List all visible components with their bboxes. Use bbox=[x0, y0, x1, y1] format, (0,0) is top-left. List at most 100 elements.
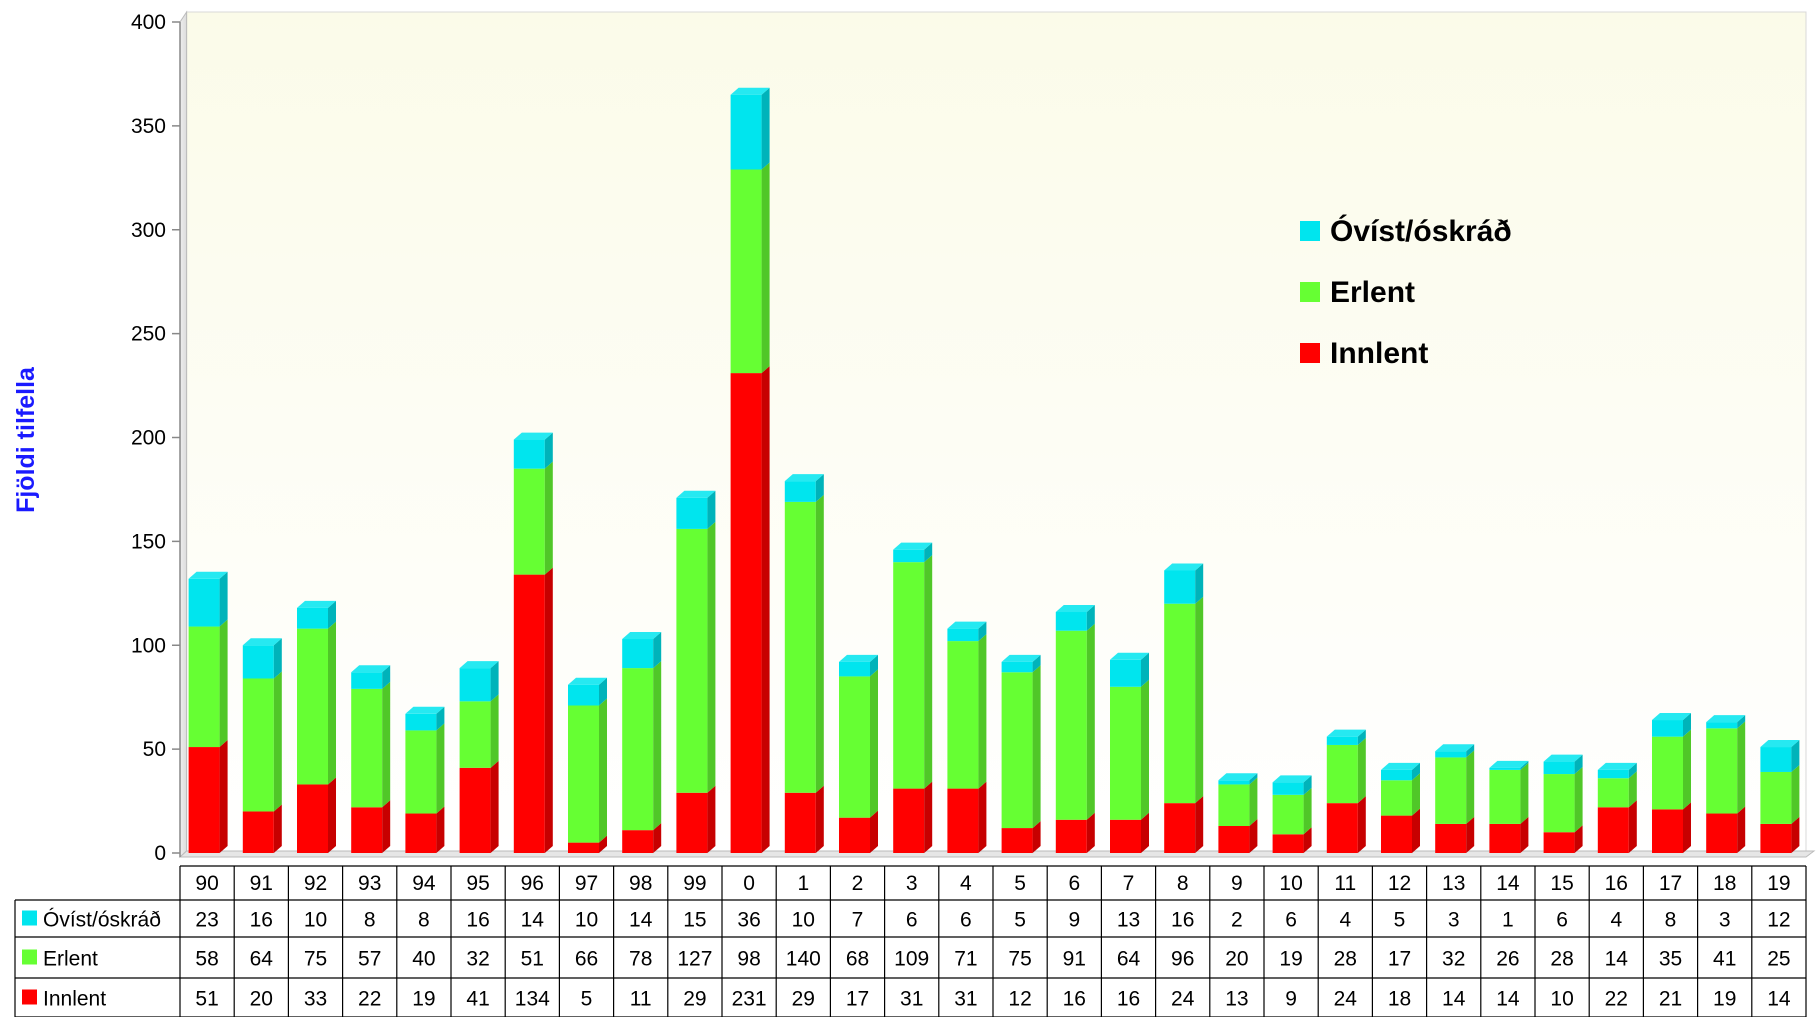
bar-segment bbox=[1597, 778, 1629, 808]
bar-segment-side bbox=[436, 806, 445, 853]
bar-top-face bbox=[568, 677, 607, 685]
y-tick-label: 300 bbox=[131, 219, 166, 242]
bar-segment-side bbox=[1032, 654, 1041, 673]
bar-segment bbox=[784, 792, 816, 853]
bar-segment bbox=[947, 628, 979, 642]
table-value-cell: 12 bbox=[1008, 988, 1031, 1011]
bar-segment bbox=[1652, 809, 1683, 853]
bar-segment bbox=[947, 641, 979, 789]
bar-segment-side bbox=[1520, 762, 1529, 824]
table-header-cell: 94 bbox=[412, 872, 436, 895]
bar-segment bbox=[351, 672, 383, 689]
bar-top-face bbox=[1435, 744, 1475, 752]
bar-segment bbox=[188, 626, 220, 748]
table-value-cell: 13 bbox=[1117, 909, 1140, 932]
bar-segment bbox=[513, 439, 545, 469]
bar-top-face bbox=[1543, 754, 1583, 762]
bar-segment bbox=[1001, 672, 1033, 829]
bar-top-face bbox=[1489, 760, 1529, 768]
bar-segment-side bbox=[1249, 818, 1258, 853]
bar-top-face bbox=[1001, 654, 1041, 662]
table-value-cell: 22 bbox=[358, 988, 381, 1011]
table-header-cell: 18 bbox=[1713, 872, 1736, 895]
bar-segment-side bbox=[1791, 740, 1800, 772]
table-header-cell: 97 bbox=[575, 872, 598, 895]
table-value-cell: 18 bbox=[1388, 988, 1411, 1011]
bar-segment bbox=[459, 701, 491, 768]
y-tick-label: 150 bbox=[131, 530, 166, 553]
table-header-cell: 17 bbox=[1659, 872, 1682, 895]
bar-segment bbox=[1164, 570, 1196, 604]
table-row-swatch bbox=[22, 949, 37, 965]
table-value-cell: 4 bbox=[1610, 909, 1622, 932]
bar-segment bbox=[1381, 815, 1412, 853]
plot-area bbox=[178, 10, 1816, 859]
bar-top-face bbox=[1597, 762, 1637, 770]
bar-segment bbox=[1760, 747, 1792, 772]
y-tick-label: 0 bbox=[154, 842, 166, 865]
table-value-cell: 6 bbox=[906, 909, 918, 932]
table-header-cell: 13 bbox=[1442, 872, 1465, 895]
table-header-cell: 5 bbox=[1014, 872, 1026, 895]
table-value-cell: 14 bbox=[629, 909, 653, 932]
bar-segment bbox=[1326, 744, 1358, 804]
plot-background bbox=[186, 11, 1807, 852]
bar-segment bbox=[893, 549, 925, 563]
bar-segment bbox=[1489, 767, 1521, 770]
bar-segment bbox=[405, 713, 437, 731]
table-header-cell: 19 bbox=[1767, 872, 1790, 895]
bar-segment-side bbox=[1195, 563, 1204, 604]
bar-top-face bbox=[1055, 605, 1095, 613]
bar-segment-side bbox=[1466, 816, 1475, 853]
table-value-cell: 17 bbox=[1388, 948, 1411, 971]
table-value-cell: 36 bbox=[737, 909, 760, 932]
bar-segment bbox=[622, 639, 654, 669]
bar-segment bbox=[1435, 823, 1467, 853]
bar-segment-side bbox=[1141, 652, 1149, 687]
table-row-label: Erlent bbox=[43, 948, 98, 971]
table-header-cell: 15 bbox=[1550, 872, 1573, 895]
bar-segment bbox=[1543, 832, 1575, 853]
bar-segment bbox=[1652, 720, 1683, 737]
table-value-cell: 6 bbox=[1285, 909, 1297, 932]
table-value-cell: 22 bbox=[1605, 988, 1628, 1011]
table-value-cell: 5 bbox=[581, 988, 593, 1011]
bar-segment-side bbox=[1628, 771, 1637, 808]
bar-segment-side bbox=[978, 621, 987, 642]
bar-segment bbox=[1543, 761, 1575, 775]
bar-top-face bbox=[297, 600, 336, 608]
bar-top-face bbox=[839, 654, 878, 662]
bar-top-face bbox=[1652, 713, 1691, 721]
table-value-cell: 19 bbox=[1279, 948, 1302, 971]
bar-top-face bbox=[242, 638, 282, 646]
table-row-label: Innlent bbox=[43, 988, 106, 1011]
table-header-cell: 0 bbox=[743, 872, 755, 895]
bar-segment-side bbox=[1574, 754, 1583, 775]
table-value-cell: 17 bbox=[846, 988, 869, 1011]
bar-segment-side bbox=[1737, 721, 1746, 814]
table-value-cell: 16 bbox=[1117, 988, 1140, 1011]
bar-segment-side bbox=[328, 777, 336, 853]
bar-segment bbox=[1760, 771, 1792, 824]
bar-segment bbox=[730, 373, 762, 853]
bar-segment-side bbox=[490, 661, 499, 702]
table-value-cell: 91 bbox=[1063, 948, 1086, 971]
bar-segment bbox=[622, 668, 654, 831]
bar-segment-side bbox=[490, 760, 499, 853]
bar-segment bbox=[1326, 803, 1358, 853]
table-header-cell: 8 bbox=[1177, 872, 1189, 895]
table-value-cell: 9 bbox=[1068, 909, 1080, 932]
table-row-swatch bbox=[22, 910, 37, 926]
bar-segment-side bbox=[1628, 800, 1637, 853]
bar-segment bbox=[1110, 686, 1141, 820]
bar-segment bbox=[1055, 630, 1087, 820]
bar-segment-side bbox=[382, 665, 391, 689]
table-value-cell: 8 bbox=[1665, 909, 1677, 932]
bar-segment-side bbox=[1195, 596, 1204, 804]
bar-segment-side bbox=[1032, 821, 1041, 853]
table-value-cell: 25 bbox=[1767, 948, 1790, 971]
y-tick-label: 400 bbox=[131, 11, 166, 34]
table-header-cell: 90 bbox=[195, 872, 218, 895]
bar-segment bbox=[1652, 736, 1683, 810]
bar-segment-side bbox=[599, 698, 607, 843]
